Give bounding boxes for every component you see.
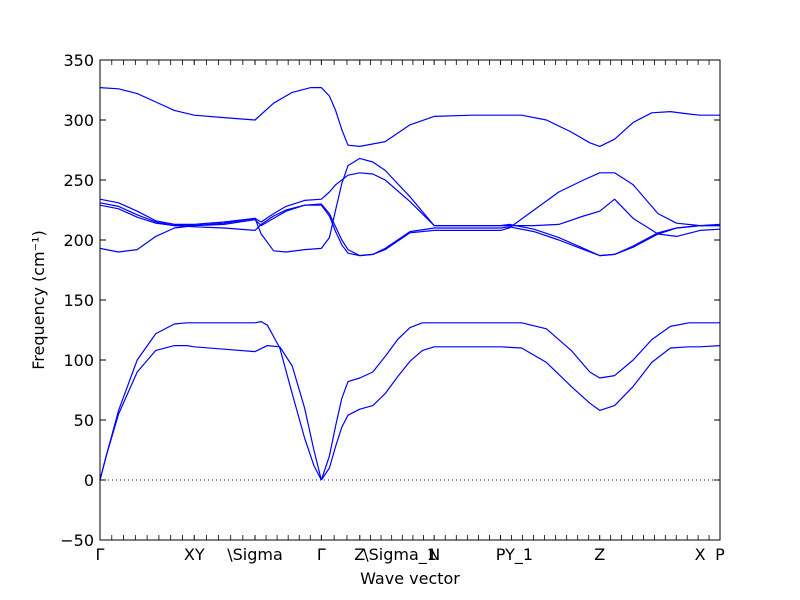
x-tick-label: Z [354, 545, 365, 564]
band-line-3 [320, 345, 721, 481]
y-axis-label: Frequency (cm⁻¹) [29, 230, 48, 369]
x-tick-label: N [428, 545, 440, 564]
x-tick-label: Γ [317, 545, 326, 564]
series-layer [99, 87, 721, 481]
band-line-1 [99, 345, 322, 481]
x-tick-label: XY [184, 545, 205, 564]
x-tick-label: Γ [96, 545, 105, 564]
y-tick-label: 50 [74, 411, 94, 430]
y-tick-label: 200 [63, 231, 94, 250]
y-tick-label: 0 [84, 471, 94, 490]
band-line-4 [320, 322, 720, 481]
y-tick-label: −50 [60, 531, 94, 550]
band-line-2 [99, 321, 322, 481]
y-ticks: −50 0 50 100 150 200 250 300 350 [60, 51, 720, 550]
y-tick-label: 300 [63, 111, 94, 130]
x-ticks: Γ XY \Sigma Γ Z\Sigma_1N P Y_1 Z X P [96, 60, 725, 565]
x-tick-label: P [715, 545, 725, 564]
x-axis-label: Wave vector [360, 569, 460, 588]
band-line-5 [99, 157, 721, 253]
y-tick-label: 350 [63, 51, 94, 70]
x-tick-label: P [496, 545, 506, 564]
x-tick-label: \Sigma_1 [363, 545, 437, 565]
x-tick-label: Y_1 [504, 545, 533, 565]
band-line-9 [99, 87, 720, 147]
x-tick-label: Z [594, 545, 605, 564]
x-tick-label: X [695, 545, 706, 564]
y-tick-label: 150 [63, 291, 94, 310]
y-tick-label: 100 [63, 351, 94, 370]
y-tick-label: 250 [63, 171, 94, 190]
band-line-8 [99, 202, 720, 257]
x-tick-label: \Sigma [227, 545, 283, 564]
